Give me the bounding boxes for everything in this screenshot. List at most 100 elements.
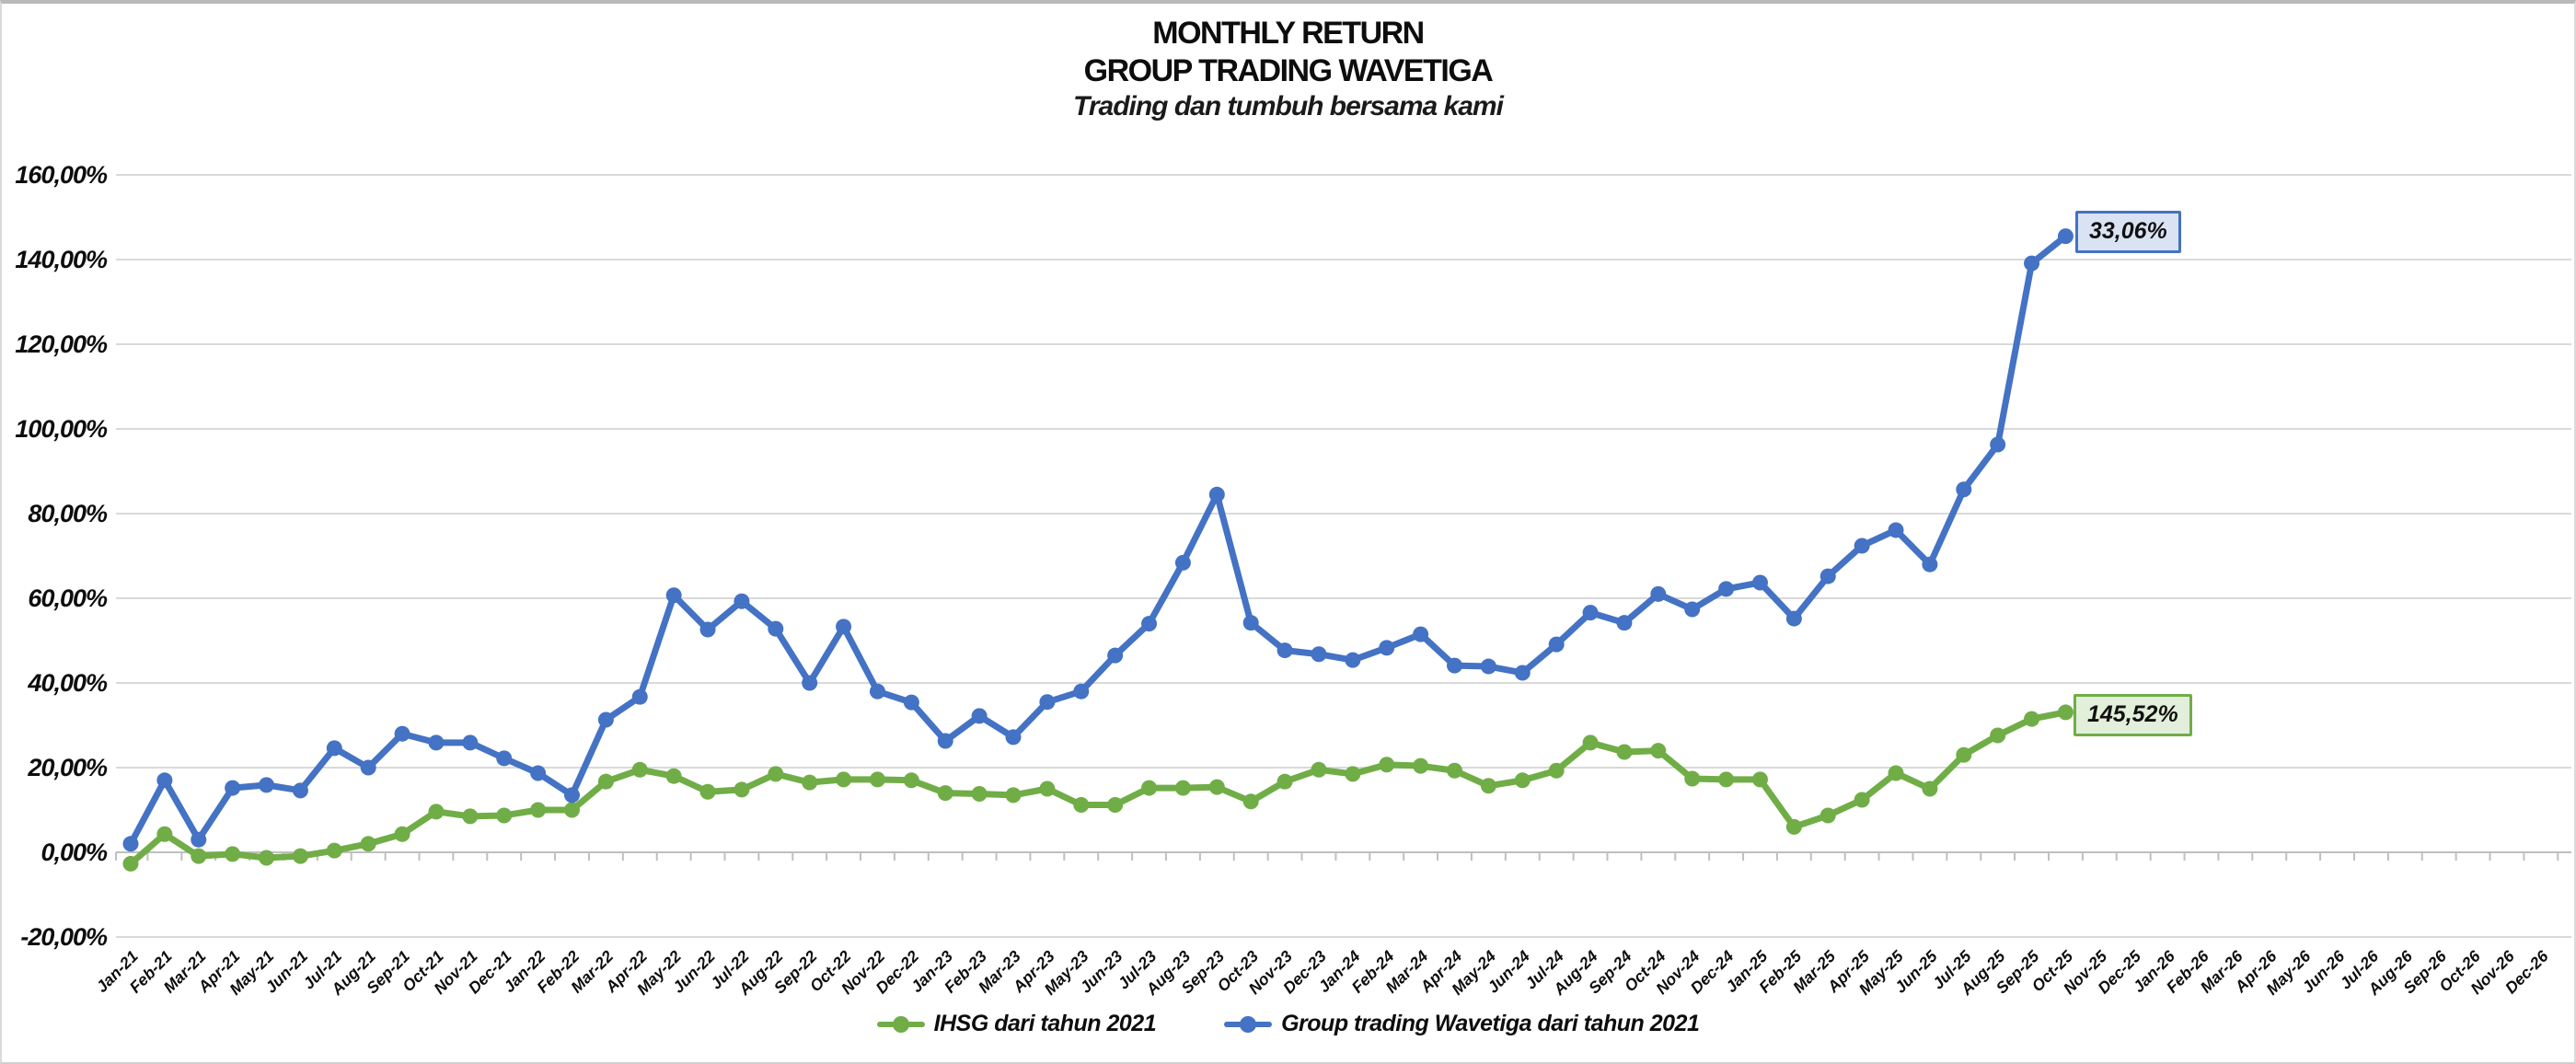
- chart-legend: IHSG dari tahun 2021 Group trading Wavet…: [2, 1011, 2574, 1037]
- data-point: [1990, 436, 2006, 453]
- data-point: [971, 786, 988, 803]
- data-point: [1242, 793, 1259, 810]
- data-point: [462, 808, 479, 825]
- data-point: [1922, 781, 1938, 797]
- legend-label-ihsg: IHSG dari tahun 2021: [933, 1011, 1157, 1036]
- line-marker-icon: [1224, 1015, 1273, 1033]
- chart-title-block: MONTHLY RETURN GROUP TRADING WAVETIGA Tr…: [2, 15, 2574, 123]
- data-point: [428, 734, 445, 751]
- data-point: [1888, 765, 1904, 781]
- data-point: [564, 787, 581, 804]
- chart-subtitle: Trading dan tumbuh bersama kami: [1073, 91, 1504, 121]
- data-point: [1922, 556, 1938, 572]
- data-point: [1208, 779, 1225, 795]
- data-point: [225, 780, 241, 796]
- data-point: [1751, 574, 1768, 591]
- data-point: [1548, 762, 1565, 779]
- data-point: [191, 831, 207, 848]
- y-tick-label: -20,00%: [20, 923, 108, 951]
- data-point: [802, 774, 818, 791]
- data-point: [1785, 610, 1802, 627]
- chart-plot-area: 160,00% 140,00% 120,00% 100,00% 80,00% 60,00%…: [15, 161, 2571, 999]
- data-point: [564, 802, 581, 818]
- data-point: [1785, 818, 1802, 835]
- data-point: [1311, 646, 1327, 663]
- data-point: [1819, 807, 1836, 824]
- data-point: [1141, 780, 1158, 796]
- data-point: [1819, 568, 1836, 584]
- data-point: [1107, 647, 1124, 664]
- data-point: [1311, 761, 1327, 778]
- data-point: [937, 733, 953, 749]
- data-label-wavetiga: 33,06%: [2075, 211, 2181, 253]
- data-point: [259, 777, 275, 793]
- data-point: [1379, 640, 1395, 656]
- data-point: [1684, 601, 1701, 618]
- data-point: [631, 761, 648, 778]
- data-point: [734, 781, 750, 798]
- data-point: [360, 836, 376, 852]
- data-point: [836, 619, 852, 635]
- data-point: [1276, 642, 1293, 659]
- y-tick-label: 40,00%: [27, 669, 108, 697]
- data-point: [394, 725, 410, 742]
- data-point: [631, 688, 648, 705]
- data-point: [2057, 704, 2074, 721]
- y-tick-label: 100,00%: [15, 415, 108, 443]
- y-tick-label: 0,00%: [40, 838, 108, 866]
- data-point: [530, 802, 547, 818]
- data-point: [1413, 758, 1429, 774]
- data-point: [191, 848, 207, 864]
- data-point: [1174, 780, 1191, 796]
- data-point: [259, 850, 275, 866]
- y-tick-label: 20,00%: [27, 754, 108, 781]
- data-point: [1990, 727, 2006, 744]
- line-marker-icon: [876, 1015, 925, 1033]
- data-point: [1854, 792, 1870, 808]
- data-point: [1582, 605, 1599, 621]
- data-point: [2024, 711, 2040, 727]
- data-point: [1005, 729, 1022, 746]
- data-point: [869, 771, 885, 788]
- data-point: [326, 740, 342, 757]
- data-point: [597, 773, 614, 790]
- data-point: [1718, 771, 1735, 788]
- data-point: [971, 708, 988, 724]
- legend-label-wavetiga: Group trading Wavetiga dari tahun 2021: [1281, 1011, 1700, 1036]
- y-tick-label: 60,00%: [28, 584, 108, 612]
- data-point: [1039, 694, 1056, 711]
- data-point: [122, 855, 139, 872]
- data-point: [1447, 657, 1463, 674]
- y-tick-label: 80,00%: [28, 500, 108, 527]
- data-point: [1447, 762, 1463, 779]
- data-point: [156, 772, 173, 789]
- data-point: [1616, 615, 1633, 631]
- series-line-ihsg: [127, 709, 2069, 867]
- series-line-wavetiga: [127, 233, 2069, 848]
- data-point: [937, 785, 953, 802]
- data-point: [1582, 734, 1599, 751]
- data-point: [2057, 228, 2074, 245]
- data-point: [2024, 255, 2040, 272]
- data-point: [734, 593, 750, 609]
- data-point: [1208, 486, 1225, 503]
- chart-title-line1: MONTHLY RETURN: [1152, 16, 1425, 51]
- data-point: [326, 842, 342, 859]
- data-point: [1413, 626, 1429, 642]
- data-point: [1073, 796, 1090, 813]
- data-point: [1242, 615, 1259, 631]
- data-point: [1548, 636, 1565, 653]
- data-point: [462, 734, 479, 751]
- data-point: [1718, 581, 1735, 597]
- data-point: [1751, 771, 1768, 788]
- data-point: [292, 782, 308, 799]
- data-point: [1174, 554, 1191, 571]
- data-point: [1141, 616, 1158, 632]
- data-point: [768, 766, 784, 782]
- data-point: [1276, 773, 1293, 790]
- data-point: [1345, 766, 1361, 782]
- data-point: [496, 750, 513, 767]
- data-point: [1888, 522, 1904, 538]
- data-point: [1616, 744, 1633, 760]
- data-point: [428, 804, 445, 820]
